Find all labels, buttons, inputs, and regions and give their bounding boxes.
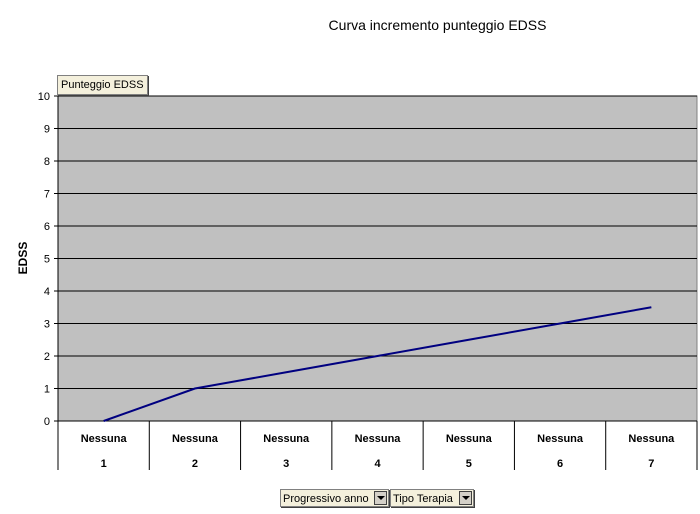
category-label-top: Nessuna: [537, 433, 584, 445]
tipo-terapia-label: Tipo Terapia: [393, 493, 453, 505]
category-label-bottom: 3: [283, 458, 289, 470]
y-tick-label: 1: [44, 384, 50, 396]
y-tick-label: 8: [44, 156, 50, 168]
category-label-top: Nessuna: [172, 433, 219, 445]
progressivo-anno-label: Progressivo anno: [283, 493, 369, 505]
y-tick-label: 0: [44, 416, 50, 428]
y-tick-label: 2: [44, 351, 50, 363]
category-label-top: Nessuna: [628, 433, 675, 445]
progressivo-anno-field[interactable]: Progressivo anno: [280, 489, 389, 507]
y-tick-label: 4: [44, 286, 50, 298]
category-label-bottom: 2: [192, 458, 198, 470]
category-label-top: Nessuna: [81, 433, 128, 445]
category-label-top: Nessuna: [355, 433, 402, 445]
category-label-bottom: 4: [374, 458, 381, 470]
y-axis-label: EDSS: [16, 242, 30, 275]
category-label-bottom: 7: [648, 458, 654, 470]
y-tick-label: 7: [44, 189, 50, 201]
category-label-bottom: 6: [557, 458, 563, 470]
y-tick-label: 9: [44, 124, 50, 136]
y-tick-label: 3: [44, 319, 50, 331]
y-tick-label: 5: [44, 254, 50, 266]
dropdown-arrow-icon[interactable]: [459, 491, 472, 505]
series-field-button[interactable]: Punteggio EDSS: [57, 75, 148, 95]
category-label-top: Nessuna: [263, 433, 310, 445]
category-label-bottom: 5: [466, 458, 472, 470]
tipo-terapia-field[interactable]: Tipo Terapia: [390, 489, 474, 507]
y-tick-label: 6: [44, 221, 50, 233]
chart-title: Curva incremento punteggio EDSS: [328, 17, 547, 33]
category-label-bottom: 1: [101, 458, 107, 470]
dropdown-arrow-icon[interactable]: [374, 491, 387, 505]
y-tick-label: 10: [38, 91, 50, 103]
category-label-top: Nessuna: [446, 433, 493, 445]
